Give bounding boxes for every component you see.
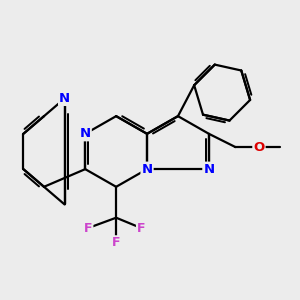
Text: F: F	[84, 221, 92, 235]
Text: N: N	[80, 127, 91, 140]
Text: F: F	[137, 221, 146, 235]
Text: O: O	[253, 141, 265, 154]
Text: N: N	[59, 92, 70, 105]
Text: F: F	[112, 236, 120, 249]
Text: N: N	[142, 163, 153, 176]
Text: N: N	[203, 163, 214, 176]
